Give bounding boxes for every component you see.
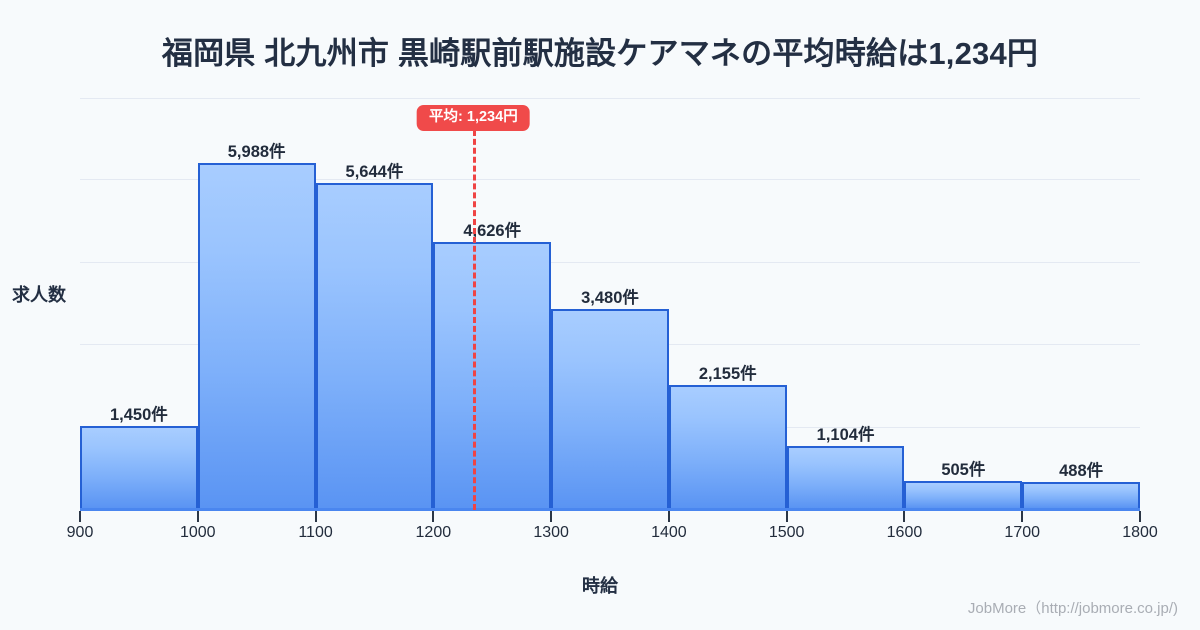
bar-value-label: 5,644件 bbox=[345, 163, 404, 182]
bar[interactable] bbox=[433, 242, 552, 510]
x-axis-title: 時給 bbox=[582, 576, 618, 596]
gridline bbox=[80, 98, 1140, 99]
x-axis-tick bbox=[314, 511, 317, 522]
x-axis-tick-label: 1600 bbox=[886, 524, 923, 541]
bar[interactable] bbox=[1022, 481, 1140, 510]
x-axis-tick bbox=[667, 511, 670, 522]
x-axis-tick-label: 1300 bbox=[533, 524, 569, 541]
x-axis-tick bbox=[550, 511, 553, 522]
average-badge: 平均: 1,234円 bbox=[417, 105, 530, 131]
gridline bbox=[80, 179, 1140, 181]
bar-value-label: 5,988件 bbox=[227, 143, 286, 162]
x-axis-tick bbox=[432, 511, 435, 522]
bar[interactable] bbox=[197, 163, 316, 510]
bar-value-label: 4,626件 bbox=[463, 222, 522, 241]
bar[interactable] bbox=[315, 183, 434, 510]
x-axis-tick bbox=[79, 511, 81, 522]
plot-area: 1,450件 5,988件 5,644件 4,626件 3,480件 2,155件 1,10… bbox=[80, 98, 1140, 510]
bar-value-label: 2,155件 bbox=[698, 365, 757, 384]
bar-value-label: 1,104件 bbox=[816, 426, 875, 445]
x-axis-tick bbox=[1139, 511, 1141, 522]
bar[interactable] bbox=[551, 308, 669, 510]
x-axis-tick-label: 1700 bbox=[1004, 524, 1041, 541]
page-title: 福岡県 北九州市 黒崎駅前駅施設ケアマネの平均時給は1,234円 bbox=[161, 36, 1039, 71]
x-axis-tick-label: 1800 bbox=[1122, 524, 1158, 541]
average-line bbox=[473, 130, 477, 510]
bar[interactable] bbox=[80, 426, 198, 510]
x-axis-tick-label: 900 bbox=[66, 524, 94, 541]
bar[interactable] bbox=[904, 480, 1023, 510]
gridline bbox=[80, 261, 1140, 263]
bar-value-label: 1,450件 bbox=[109, 406, 168, 425]
x-axis-line bbox=[80, 508, 1140, 511]
x-axis-tick-label: 1500 bbox=[768, 524, 805, 541]
x-axis-tick-label: 1100 bbox=[298, 524, 333, 541]
x-axis-tick-label: 1400 bbox=[651, 524, 687, 541]
x-axis-tick bbox=[196, 511, 199, 522]
x-axis-tick bbox=[785, 511, 788, 522]
bar[interactable] bbox=[668, 385, 787, 510]
footer-watermark: JobMore（http://jobmore.co.jp/) bbox=[967, 600, 1178, 617]
bar-value-label: 505件 bbox=[941, 460, 986, 479]
bar[interactable] bbox=[786, 446, 905, 510]
x-axis-tick-label: 1200 bbox=[415, 524, 452, 541]
x-axis-tick bbox=[903, 511, 906, 522]
x-axis-tick-label: 1000 bbox=[179, 524, 216, 541]
bar-value-label: 488件 bbox=[1059, 461, 1104, 480]
y-axis-title: 求人数 bbox=[12, 285, 66, 305]
bar-value-label: 3,480件 bbox=[581, 288, 639, 307]
x-axis-tick bbox=[1021, 511, 1024, 522]
